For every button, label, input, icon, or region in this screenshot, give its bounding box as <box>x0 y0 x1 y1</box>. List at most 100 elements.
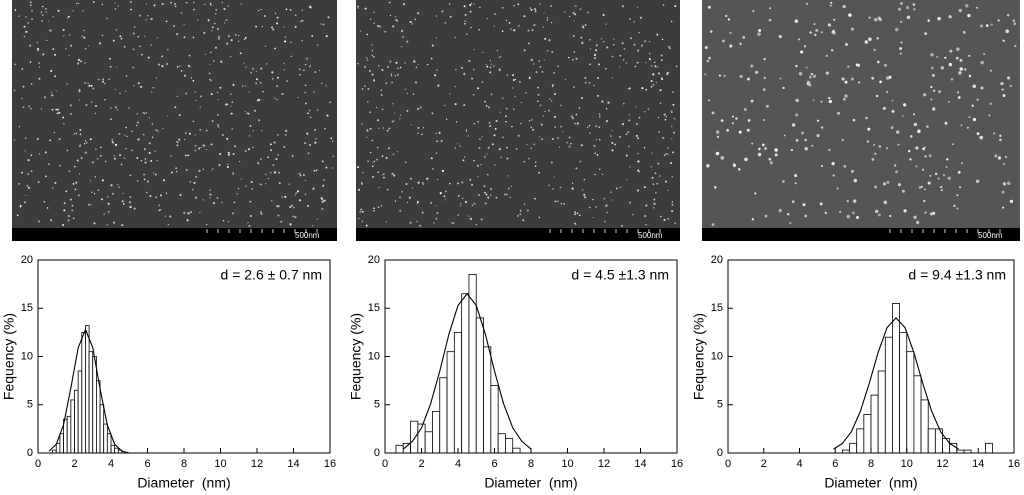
particle <box>708 99 711 102</box>
particle <box>92 1 95 3</box>
particle <box>723 74 726 78</box>
particle <box>650 85 653 88</box>
particle <box>852 211 855 215</box>
particle <box>155 77 158 79</box>
particle <box>574 211 577 214</box>
particle <box>465 33 468 36</box>
particle <box>931 66 934 70</box>
particle <box>394 200 397 202</box>
particle <box>124 134 126 136</box>
particle <box>583 193 586 196</box>
particle <box>206 148 208 150</box>
particle <box>798 38 801 41</box>
bar <box>453 331 463 454</box>
particle <box>768 157 772 161</box>
bar <box>395 444 404 454</box>
particle <box>652 183 655 185</box>
particle <box>111 140 114 143</box>
particle <box>67 15 70 18</box>
particle <box>272 164 275 166</box>
particle <box>227 153 230 156</box>
particle <box>48 20 50 22</box>
particle <box>192 1 195 4</box>
particle <box>819 202 823 206</box>
particle <box>392 25 395 28</box>
particle <box>598 113 601 116</box>
particle <box>747 77 750 81</box>
particle <box>359 30 362 32</box>
particle <box>850 77 855 81</box>
particle <box>228 35 230 38</box>
particle <box>232 173 234 175</box>
particle <box>528 157 530 160</box>
particle <box>378 127 380 130</box>
particle <box>304 102 307 105</box>
particle <box>473 160 475 162</box>
particle <box>809 31 812 34</box>
particle <box>255 25 258 28</box>
particle <box>66 149 69 152</box>
particle <box>440 140 443 142</box>
particle <box>304 91 307 94</box>
particle <box>899 47 903 50</box>
particle <box>289 8 292 11</box>
particle <box>146 15 149 17</box>
particle <box>794 182 797 185</box>
particle <box>898 7 902 11</box>
particle <box>611 129 613 132</box>
particle <box>459 145 461 147</box>
particle <box>868 16 871 19</box>
particle <box>585 81 587 84</box>
particle <box>108 57 111 60</box>
particle <box>56 112 59 115</box>
particle <box>656 182 659 185</box>
particle <box>397 67 399 69</box>
particle <box>515 147 518 150</box>
particle <box>364 7 367 10</box>
particle <box>454 36 456 39</box>
particle <box>611 142 614 144</box>
particle <box>815 28 819 32</box>
particle <box>372 55 375 58</box>
particle <box>357 7 359 9</box>
particle <box>136 113 138 115</box>
particle <box>923 199 926 203</box>
particle <box>486 153 488 155</box>
particle <box>399 66 402 69</box>
particle <box>512 74 514 77</box>
particle <box>152 172 155 174</box>
particle <box>242 85 244 87</box>
particle <box>829 4 832 7</box>
particle <box>750 64 754 68</box>
particle <box>921 168 925 172</box>
particle <box>78 194 80 197</box>
particle <box>199 128 202 131</box>
particle <box>42 5 44 8</box>
particle <box>778 209 782 213</box>
particle <box>25 30 28 33</box>
particle <box>79 133 82 136</box>
particle <box>220 60 223 63</box>
particle <box>644 40 646 43</box>
particle <box>635 134 638 137</box>
bar <box>906 351 915 454</box>
particle <box>126 135 128 138</box>
particle <box>873 48 876 52</box>
particle <box>927 19 930 22</box>
particle <box>236 193 238 195</box>
particle <box>244 36 247 39</box>
particle <box>21 171 23 174</box>
particle <box>211 26 214 29</box>
particle <box>130 8 133 11</box>
particle <box>129 174 132 177</box>
particle <box>505 120 507 123</box>
particle <box>913 122 918 127</box>
particle <box>544 110 546 113</box>
particle <box>628 113 630 116</box>
particle <box>958 71 962 75</box>
particle <box>318 70 320 72</box>
particle <box>283 146 286 148</box>
particle <box>372 175 375 178</box>
particle <box>460 204 462 207</box>
